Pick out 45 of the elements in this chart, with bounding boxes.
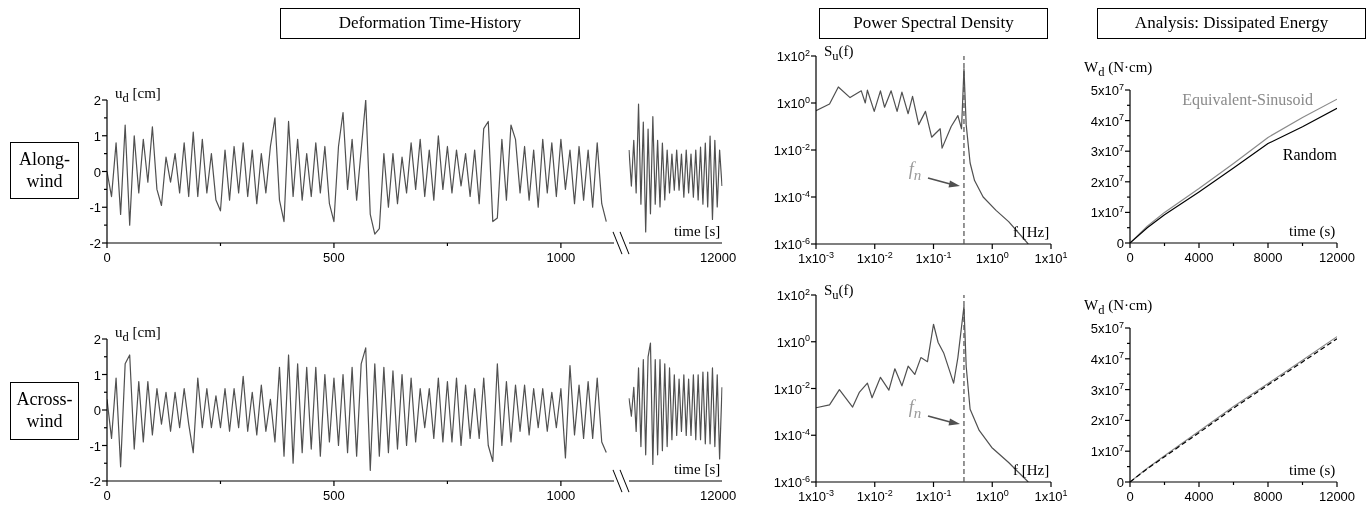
series-label: Equivalent-Sinusoid	[1182, 91, 1313, 110]
x-tick-label: 4000	[1184, 489, 1214, 504]
x-tick-label: 0	[103, 488, 111, 503]
x-tick-label: 1000	[546, 250, 576, 265]
y-tick-label: -2	[89, 474, 101, 489]
x-axis-title: time (s)	[1289, 223, 1336, 239]
x-tick-label: 8000	[1253, 250, 1283, 265]
series-label: Random	[1282, 146, 1338, 164]
text: Along-wind	[10, 142, 79, 199]
x-tick-label: 1000	[546, 488, 576, 503]
y-tick-label: 2	[93, 93, 101, 108]
y-axis-title: u$_{d}$ [cm]	[115, 85, 161, 105]
y-tick-label: -1	[89, 438, 101, 454]
annotation: f$_{n}$	[908, 158, 922, 183]
y-tick-label: 1	[93, 128, 101, 144]
y-tick-label: -2	[89, 236, 101, 251]
chart-title: Deformation Time-History	[280, 8, 580, 39]
y-axis-title: S$_{u}$(f)	[824, 282, 854, 302]
y-tick-label: 0	[93, 403, 101, 418]
x-axis-title: f [Hz]	[1013, 462, 1050, 478]
x-tick-label: 4000	[1184, 250, 1214, 265]
x-tick-label: 500	[323, 250, 345, 265]
x-tick-label: 8000	[1253, 489, 1283, 504]
y-axis-title: S$_{u}$(f)	[824, 43, 854, 63]
x-tick-label: 0	[103, 250, 111, 265]
y-tick-label: 1	[93, 367, 101, 383]
y-tick-label: 0	[93, 164, 101, 180]
y-axis-title: W$_{d}$ (N·cm)	[1084, 297, 1153, 317]
text: Across-wind	[10, 382, 79, 440]
chart-title: Power Spectral Density	[819, 8, 1048, 39]
y-tick-label: -1	[89, 200, 101, 216]
y-tick-label: 2	[93, 332, 101, 347]
x-tick-label: 12000	[1318, 250, 1356, 265]
x-axis-title: f [Hz]	[1013, 224, 1050, 240]
annotation: f$_{n}$	[908, 397, 922, 421]
x-axis-title: time [s]	[674, 461, 721, 477]
x-axis-title: time (s)	[1289, 462, 1336, 478]
y-axis-title: W$_{d}$ (N·cm)	[1084, 59, 1153, 79]
chart-title: Analysis: Dissipated Energy	[1097, 8, 1366, 39]
y-axis-title: u$_{d}$ [cm]	[115, 324, 161, 344]
y-tick-label: 0	[1116, 475, 1124, 490]
x-axis-title: time [s]	[674, 223, 721, 239]
x-tick-label: 12000	[1318, 489, 1356, 504]
x-tick-label: 500	[323, 488, 345, 503]
y-tick-label: 0	[1116, 236, 1124, 251]
